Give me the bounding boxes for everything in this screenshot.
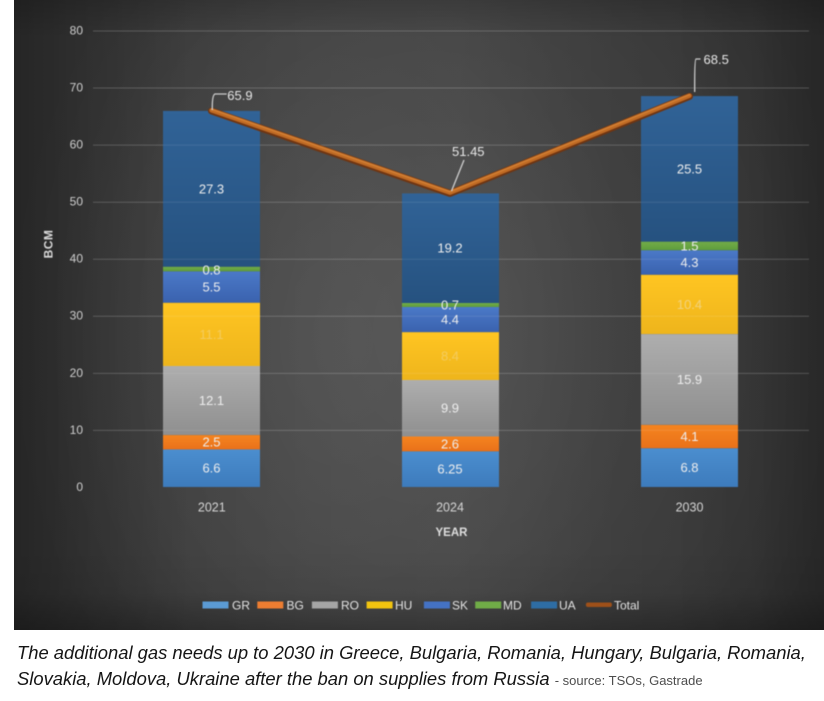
svg-text:2024: 2024 bbox=[436, 501, 464, 515]
svg-text:60: 60 bbox=[70, 138, 84, 152]
svg-text:4.3: 4.3 bbox=[680, 255, 698, 270]
svg-text:68.5: 68.5 bbox=[704, 52, 729, 67]
svg-text:70: 70 bbox=[70, 80, 84, 94]
svg-text:80: 80 bbox=[70, 23, 84, 37]
svg-text:UA: UA bbox=[559, 599, 576, 613]
svg-text:50: 50 bbox=[70, 195, 84, 209]
svg-text:9.9: 9.9 bbox=[441, 401, 459, 416]
svg-text:40: 40 bbox=[70, 252, 84, 266]
svg-text:30: 30 bbox=[70, 309, 84, 323]
svg-text:1.5: 1.5 bbox=[680, 238, 698, 253]
svg-text:0.8: 0.8 bbox=[202, 263, 220, 278]
svg-text:6.8: 6.8 bbox=[680, 460, 698, 475]
svg-text:RO: RO bbox=[341, 599, 359, 613]
svg-text:0.7: 0.7 bbox=[441, 298, 459, 313]
svg-text:10.4: 10.4 bbox=[677, 297, 702, 312]
svg-text:MD: MD bbox=[503, 599, 522, 613]
svg-text:20: 20 bbox=[70, 366, 84, 380]
svg-text:SK: SK bbox=[452, 599, 468, 613]
svg-text:10: 10 bbox=[70, 423, 84, 437]
svg-text:15.9: 15.9 bbox=[677, 372, 702, 387]
svg-text:0: 0 bbox=[76, 480, 83, 494]
svg-text:2030: 2030 bbox=[676, 501, 704, 515]
svg-text:2.6: 2.6 bbox=[441, 436, 459, 451]
svg-text:27.3: 27.3 bbox=[199, 181, 224, 196]
svg-text:11.1: 11.1 bbox=[199, 327, 223, 342]
svg-text:5.5: 5.5 bbox=[202, 280, 220, 295]
svg-text:Total: Total bbox=[614, 599, 639, 613]
svg-text:65.9: 65.9 bbox=[227, 88, 252, 103]
svg-text:BG: BG bbox=[287, 599, 304, 613]
svg-text:8.4: 8.4 bbox=[441, 349, 459, 364]
svg-text:YEAR: YEAR bbox=[436, 527, 469, 539]
svg-text:BCM: BCM bbox=[42, 230, 56, 259]
svg-text:6.6: 6.6 bbox=[202, 461, 220, 476]
svg-text:51.45: 51.45 bbox=[452, 144, 485, 159]
svg-text:2.5: 2.5 bbox=[202, 435, 220, 450]
svg-text:GR: GR bbox=[232, 599, 250, 613]
svg-text:6.25: 6.25 bbox=[437, 462, 462, 477]
svg-text:HU: HU bbox=[395, 599, 412, 613]
svg-text:25.5: 25.5 bbox=[677, 161, 702, 176]
svg-text:2021: 2021 bbox=[198, 501, 226, 515]
svg-text:19.2: 19.2 bbox=[437, 241, 462, 256]
svg-text:4.4: 4.4 bbox=[441, 312, 459, 327]
svg-text:4.1: 4.1 bbox=[680, 429, 698, 444]
svg-text:12.1: 12.1 bbox=[199, 393, 224, 408]
